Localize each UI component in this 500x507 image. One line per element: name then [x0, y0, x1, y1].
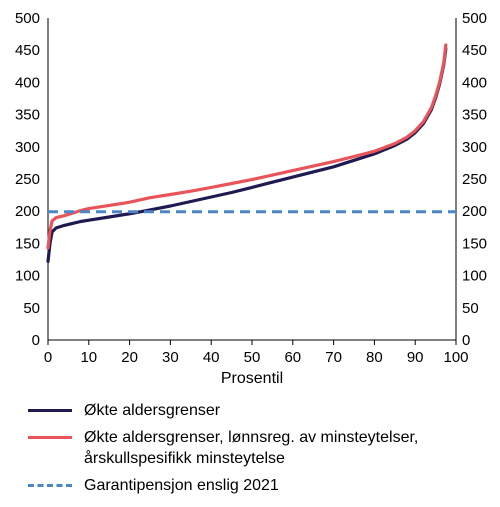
- legend-swatch: [28, 409, 72, 412]
- y-tick-label-left: 50: [23, 300, 40, 317]
- y-tick-label-right: 400: [462, 74, 487, 91]
- x-axis-title: Prosentil: [221, 370, 283, 387]
- series-line-1: [46, 47, 448, 263]
- legend-item-1: Økte aldersgrenser: [28, 400, 488, 421]
- y-tick-label-left: 0: [32, 332, 40, 349]
- y-tick-label-right: 250: [462, 171, 487, 188]
- legend-label: Økte aldersgrenser: [84, 402, 221, 419]
- y-tick-label-right: 300: [462, 139, 487, 156]
- y-tick-label-right: 50: [462, 300, 479, 317]
- y-tick-label-right: 500: [462, 10, 487, 27]
- x-tick-label: 10: [80, 349, 97, 366]
- y-tick-label-left: 100: [15, 268, 40, 285]
- x-tick-label: 100: [443, 349, 468, 366]
- y-tick-label-right: 150: [462, 235, 487, 252]
- y-tick-label-right: 200: [462, 203, 487, 220]
- y-tick-label-right: 450: [462, 42, 487, 59]
- legend-label: Garantipensjon enslig 2021: [84, 477, 279, 494]
- y-tick-label-right: 100: [462, 268, 487, 285]
- legend-item-2: Økte aldersgrenser, lønnsreg. av minstey…: [28, 427, 488, 469]
- y-tick-label-right: 350: [462, 107, 487, 124]
- y-tick-label-left: 500: [15, 10, 40, 27]
- x-tick-label: 30: [162, 349, 179, 366]
- legend-swatch: [28, 484, 72, 487]
- y-tick-label-left: 350: [15, 107, 40, 124]
- x-tick-label: 80: [366, 349, 383, 366]
- y-tick-label-left: 200: [15, 203, 40, 220]
- y-tick-label-left: 400: [15, 74, 40, 91]
- series-layer: [46, 43, 456, 263]
- x-tick-label: 70: [325, 349, 342, 366]
- x-tick-label: 90: [407, 349, 424, 366]
- legend-label: Økte aldersgrenser, lønnsreg. av minstey…: [84, 429, 419, 446]
- x-tick-label: 50: [244, 349, 261, 366]
- y-tick-label-left: 250: [15, 171, 40, 188]
- legend-label: årskullspesifikk minsteytelse: [84, 450, 285, 467]
- x-tick-label: 40: [203, 349, 220, 366]
- x-tick-label: 0: [44, 349, 52, 366]
- y-tick-label-left: 300: [15, 139, 40, 156]
- y-tick-label-left: 150: [15, 235, 40, 252]
- legend-swatch: [28, 436, 72, 439]
- legend: Økte aldersgrenser Økte aldersgrenser, lø…: [28, 400, 488, 502]
- legend-item-3: Garantipensjon enslig 2021: [28, 475, 488, 496]
- x-tick-label: 20: [121, 349, 138, 366]
- y-tick-label-left: 450: [15, 42, 40, 59]
- x-tick-label: 60: [284, 349, 301, 366]
- y-tick-label-right: 0: [462, 332, 470, 349]
